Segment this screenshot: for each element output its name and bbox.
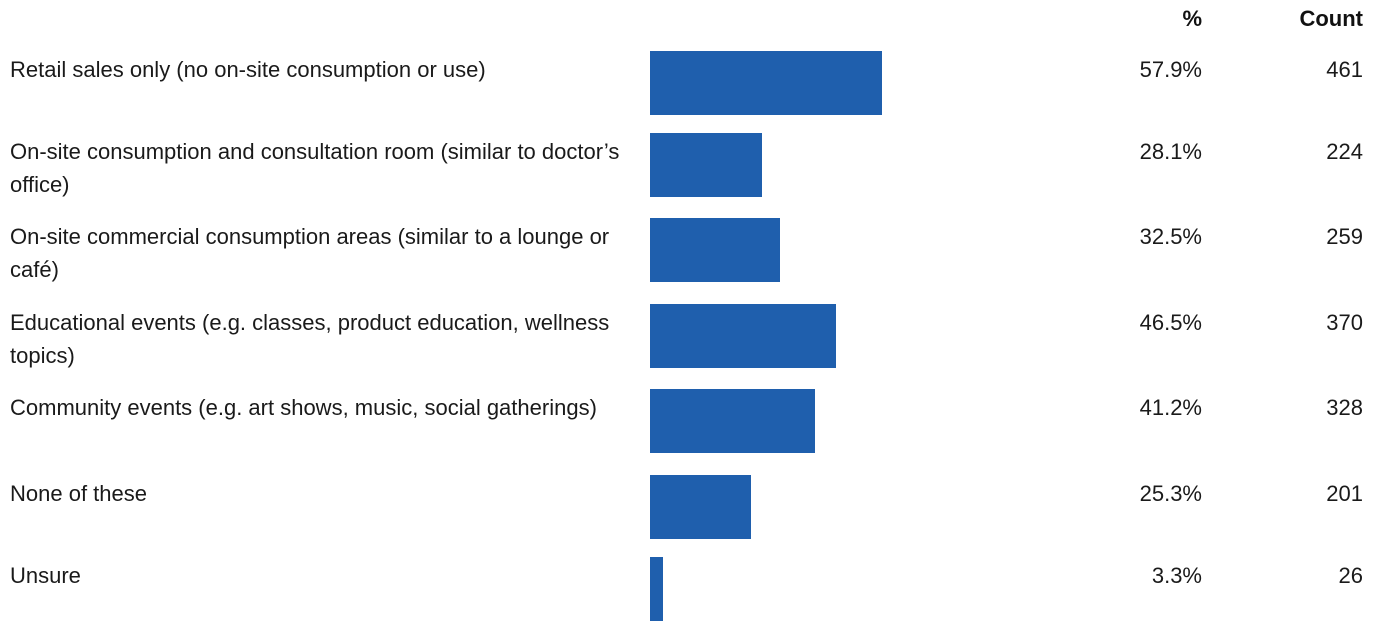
percent-value: 25.3%: [1139, 481, 1202, 506]
bar: [650, 218, 780, 282]
count-value: 461: [1326, 57, 1363, 82]
percent-value: 3.3%: [1151, 563, 1202, 588]
percent-column-header: %: [1182, 6, 1202, 31]
count-value: 201: [1326, 481, 1363, 506]
count-value: 26: [1338, 563, 1363, 588]
count-value: 328: [1326, 395, 1363, 420]
count-column-header: Count: [1299, 6, 1363, 31]
percent-value: 28.1%: [1139, 139, 1202, 164]
bar: [650, 304, 836, 368]
count-value: 259: [1326, 224, 1363, 249]
percent-value: 41.2%: [1139, 395, 1202, 420]
count-value: 370: [1326, 310, 1363, 335]
bar-row: Community events (e.g. art shows, music,…: [0, 389, 1375, 473]
category-label: On-site commercial consumption areas (si…: [10, 224, 610, 282]
percent-value: 46.5%: [1139, 310, 1202, 335]
bar: [650, 133, 763, 197]
bar-row: On-site consumption and consultation roo…: [0, 133, 1375, 217]
percent-value: 32.5%: [1139, 224, 1202, 249]
category-label: Retail sales only (no on-site consumptio…: [10, 57, 486, 82]
percent-value: 57.9%: [1139, 57, 1202, 82]
category-label: On-site consumption and consultation roo…: [10, 139, 620, 197]
count-value: 224: [1326, 139, 1363, 164]
bar-row: On-site commercial consumption areas (si…: [0, 218, 1375, 302]
bar: [650, 475, 752, 539]
category-label: Unsure: [10, 563, 81, 588]
bar-row: Educational events (e.g. classes, produc…: [0, 304, 1375, 388]
category-label: Educational events (e.g. classes, produc…: [10, 310, 610, 368]
bar: [650, 557, 664, 621]
category-label: Community events (e.g. art shows, music,…: [10, 395, 597, 420]
bar-row: None of these 25.3% 201: [0, 475, 1375, 559]
bar: [650, 51, 882, 115]
bar-row: Retail sales only (no on-site consumptio…: [0, 51, 1375, 135]
bar-row: Unsure 3.3% 26: [0, 557, 1375, 641]
bar: [650, 389, 815, 453]
category-label: None of these: [10, 481, 147, 506]
